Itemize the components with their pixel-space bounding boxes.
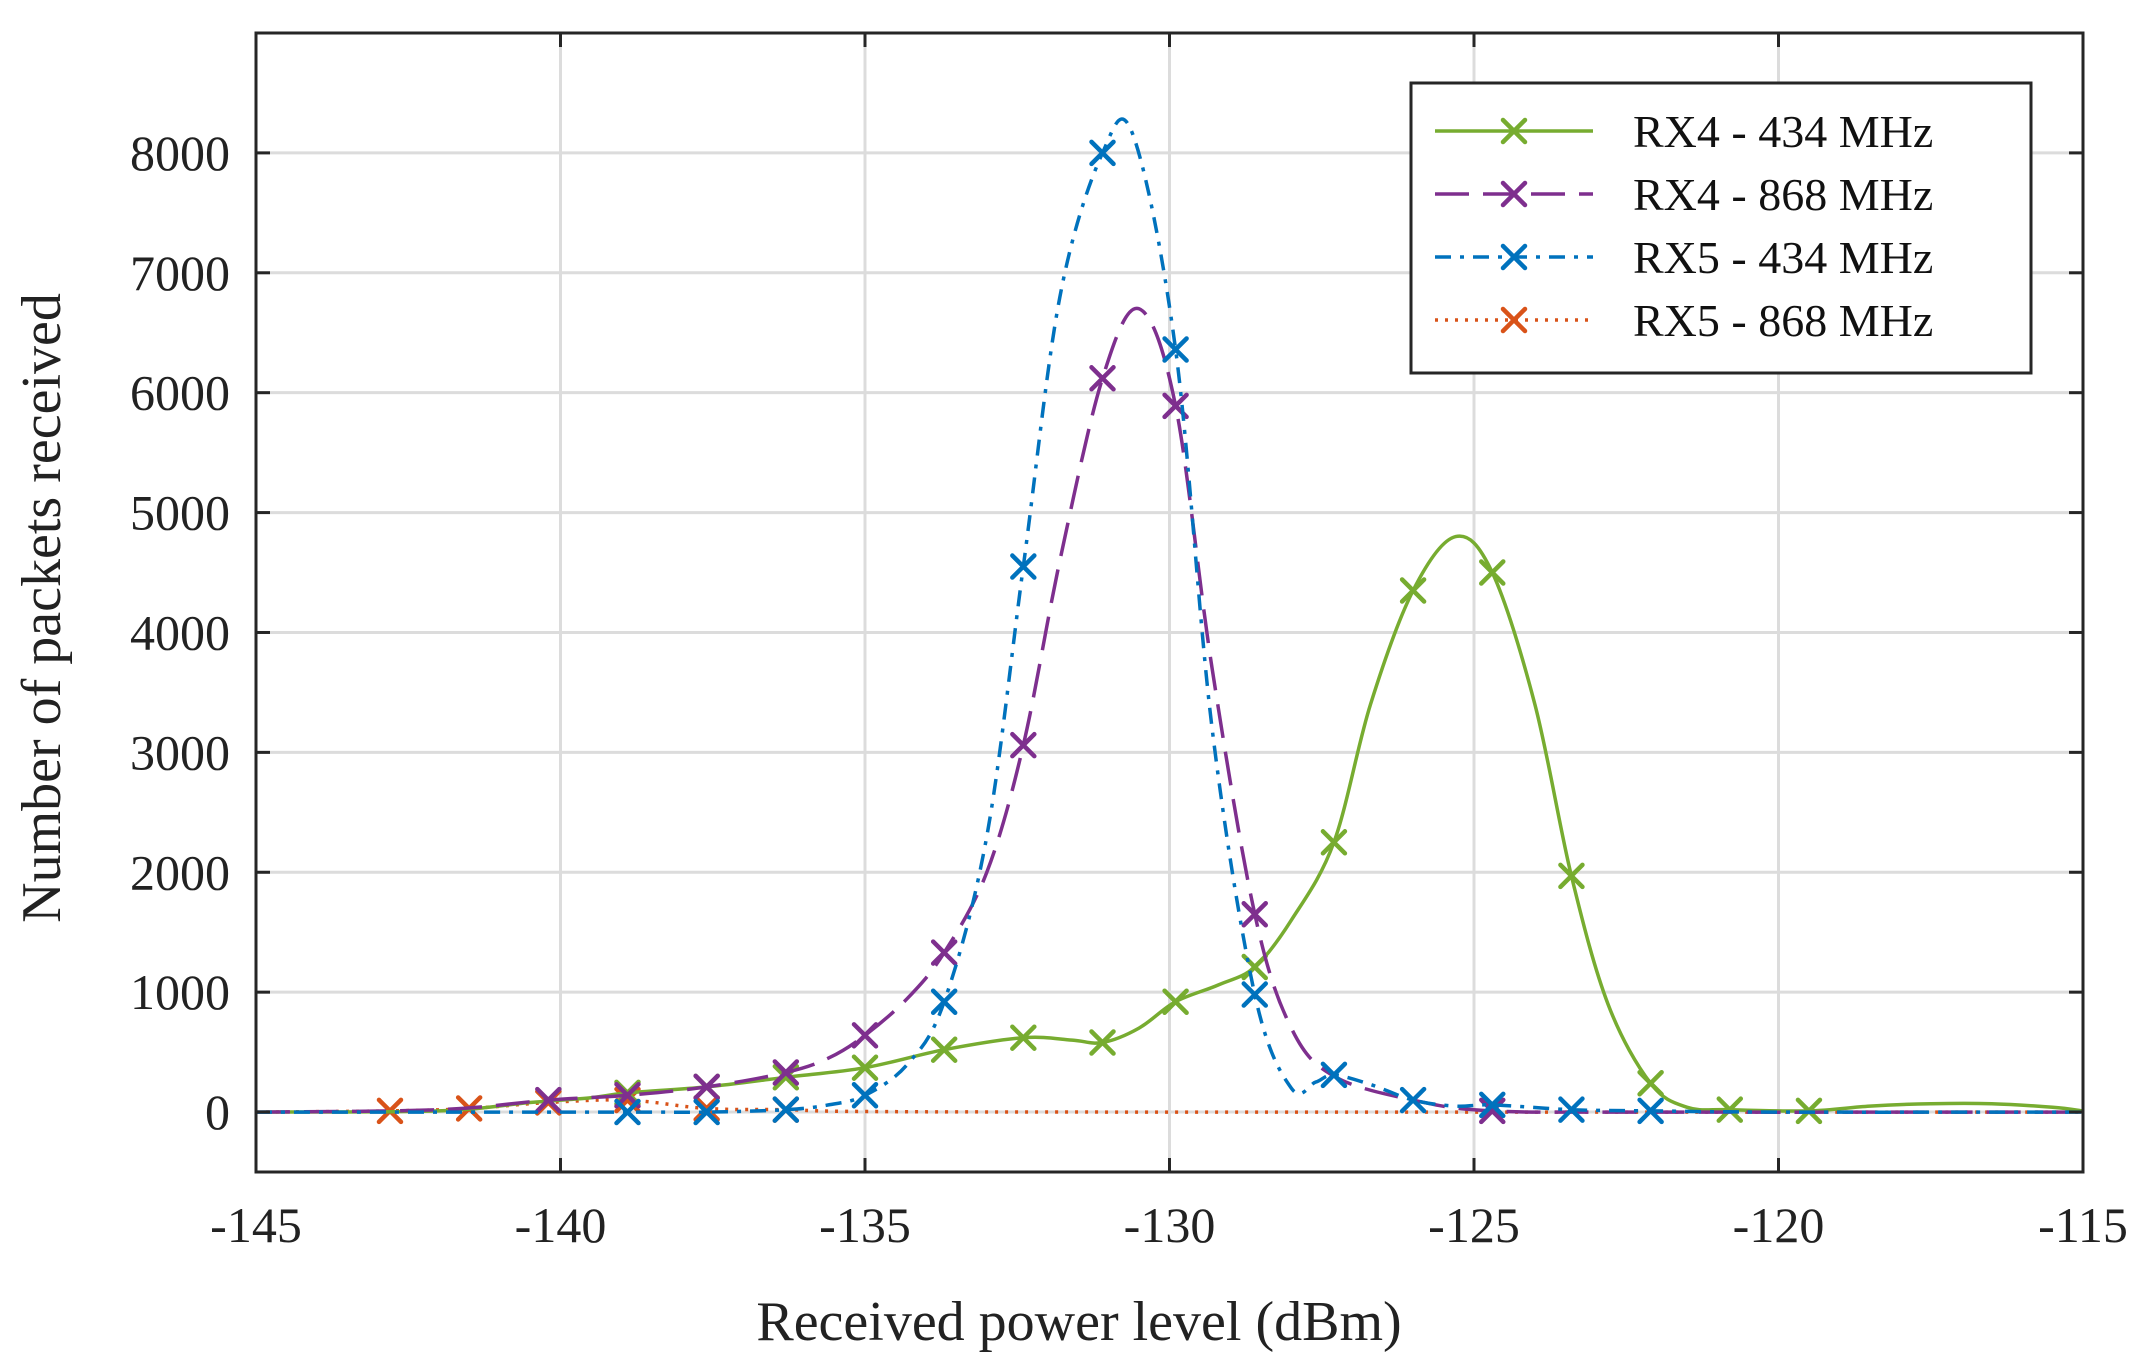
y-tick-label: 7000	[130, 245, 230, 301]
data-point-marker	[851, 1082, 879, 1109]
data-point-marker	[1320, 829, 1348, 856]
y-tick-label: 0	[205, 1084, 230, 1140]
series-line	[256, 117, 2084, 1115]
legend-entry: RX5 - 868 MHz	[1435, 295, 1933, 346]
data-point-marker	[693, 1095, 720, 1122]
legend-label: RX5 - 434 MHz	[1633, 232, 1933, 283]
legend-entry: RX4 - 868 MHz	[1435, 169, 1933, 220]
x-tick-label: -130	[1124, 1197, 1216, 1253]
data-point-marker	[930, 939, 958, 966]
data-point-marker	[1089, 365, 1116, 392]
data-point-marker	[1479, 559, 1506, 586]
data-point-marker	[1010, 1024, 1037, 1051]
y-tick-label: 3000	[130, 724, 230, 780]
legend-marker-swatch	[1500, 306, 1528, 334]
y-tick-label: 5000	[130, 485, 230, 541]
data-point-marker	[1162, 336, 1189, 363]
legend: RX4 - 434 MHz RX4 - 868 MHz RX5 - 434 MHz R…	[1409, 81, 2033, 375]
legend-marker-swatch	[1500, 180, 1528, 208]
tick-labels: -145 -140 -135 -130 -125 -120 -115 0 1000 2000 300…	[130, 125, 2128, 1253]
data-point-marker	[1637, 1070, 1664, 1097]
legend-entry: RX4 - 434 MHz	[1435, 106, 1933, 157]
series-group	[255, 117, 2084, 1126]
legend-label: RX5 - 868 MHz	[1633, 295, 1933, 346]
x-tick-label: -125	[1428, 1197, 1520, 1253]
axes	[254, 31, 2085, 1174]
legend-entry: RX5 - 434 MHz	[1435, 232, 1933, 283]
x-tick-label: -115	[2038, 1197, 2128, 1253]
data-point-marker	[1558, 862, 1585, 890]
x-tick-label: -120	[1733, 1197, 1825, 1253]
series-1	[255, 534, 2084, 1125]
data-point-marker	[772, 1096, 800, 1123]
data-point-marker	[1479, 1091, 1506, 1119]
data-point-marker	[1399, 1086, 1427, 1114]
data-point-marker	[851, 1054, 879, 1081]
data-point-marker	[1399, 577, 1427, 604]
data-point-marker	[1010, 731, 1037, 759]
data-point-marker	[693, 1073, 720, 1101]
data-point-marker	[1089, 1029, 1116, 1056]
data-point-marker	[535, 1086, 562, 1114]
data-point-marker	[1241, 900, 1269, 928]
data-point-marker	[1320, 1061, 1348, 1089]
x-axis-label: Received power level (dBm)	[756, 1291, 1401, 1353]
y-axis-label: Number of packets received	[11, 293, 73, 923]
data-point-marker	[614, 1098, 641, 1126]
data-point-marker	[1089, 139, 1116, 167]
x-tick-label: -145	[210, 1197, 302, 1253]
data-point-marker	[851, 1022, 879, 1049]
data-point-marker	[1637, 1097, 1664, 1125]
x-tick-label: -140	[515, 1197, 607, 1253]
plot-frame	[254, 31, 2085, 1174]
y-tick-label: 8000	[130, 125, 230, 181]
legend-label: RX4 - 868 MHz	[1633, 169, 1933, 220]
legend-marker-swatch	[1500, 117, 1528, 145]
data-point-marker	[1241, 981, 1269, 1008]
legend-label: RX4 - 434 MHz	[1633, 106, 1933, 157]
data-point-marker	[930, 988, 958, 1015]
y-tick-label: 2000	[130, 844, 230, 900]
data-point-marker	[1558, 1096, 1585, 1123]
series-3	[256, 117, 2084, 1126]
data-point-marker	[1010, 553, 1037, 580]
data-point-marker	[930, 1036, 958, 1063]
y-tick-label: 6000	[130, 365, 230, 421]
data-point-marker	[1162, 988, 1189, 1015]
y-tick-label: 4000	[130, 604, 230, 660]
data-point-marker	[772, 1059, 800, 1086]
y-tick-label: 1000	[130, 964, 230, 1020]
legend-marker-swatch	[1500, 243, 1528, 271]
data-point-marker	[693, 1098, 720, 1126]
x-tick-label: -135	[819, 1197, 911, 1253]
data-point-marker	[1716, 1096, 1744, 1123]
